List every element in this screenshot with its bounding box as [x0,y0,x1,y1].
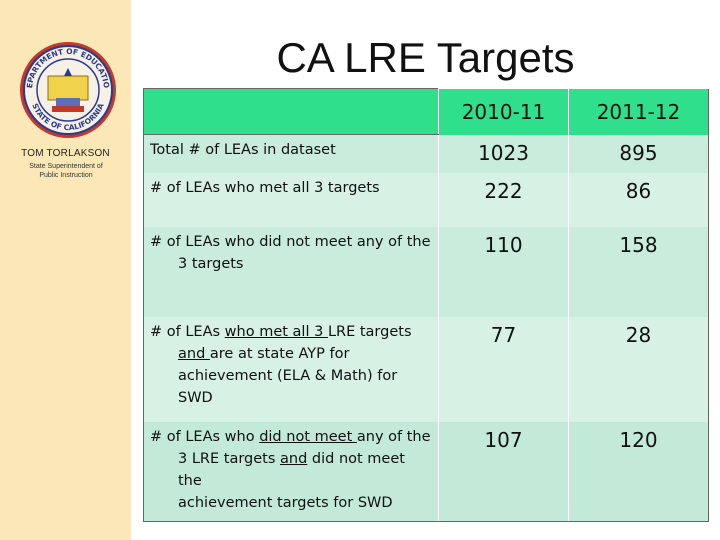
row-value-2010-11: 107 [484,427,523,452]
row-value-2011-12: 28 [625,322,652,347]
row-value-2010-11: 77 [490,322,517,347]
column-header-2011-12: 2011-12 [568,88,709,135]
table-row: # of LEAs who met all 3 targets 222 86 [143,172,709,227]
row-value-2011-12: 895 [619,140,658,165]
row-label: # of LEAs who met all 3 LRE targets and … [150,323,412,406]
row-value-2010-11: 110 [484,232,523,257]
row-value-2011-12: 86 [625,178,652,203]
sidebar-panel: DEPARTMENT OF EDUCATION STATE OF CALIFOR… [0,0,131,540]
slide-title: CA LRE Targets [276,34,575,81]
table-row: Total # of LEAs in dataset 1023 895 [143,134,709,173]
table-header-row: 2010-11 2011-12 [143,88,709,135]
row-label: # of LEAs who did not meet any of the 3 … [150,428,431,511]
header-blank-cell [143,88,439,135]
row-value-2010-11: 1023 [478,140,529,165]
official-title: State Superintendent of Public Instructi… [29,163,103,179]
row-label: Total # of LEAs in dataset [150,142,336,158]
official-name: TOM TORLAKSON [21,148,110,159]
table-row: # of LEAs who did not meet any of the 3 … [143,421,709,522]
lre-targets-table: 2010-11 2011-12 Total # of LEAs in datas… [143,88,709,522]
row-label: # of LEAs who did not meet any of the 3 … [150,233,431,272]
row-label: # of LEAs who met all 3 targets [150,179,380,196]
row-value-2010-11: 222 [484,178,523,203]
table-row: # of LEAs who did not meet any of the 3 … [143,226,709,317]
row-value-2011-12: 120 [619,427,658,452]
row-value-2011-12: 158 [619,232,658,257]
department-seal-icon: DEPARTMENT OF EDUCATION STATE OF CALIFOR… [18,40,116,138]
table-row: # of LEAs who met all 3 LRE targets and … [143,316,709,422]
column-header-2010-11: 2010-11 [438,88,569,135]
